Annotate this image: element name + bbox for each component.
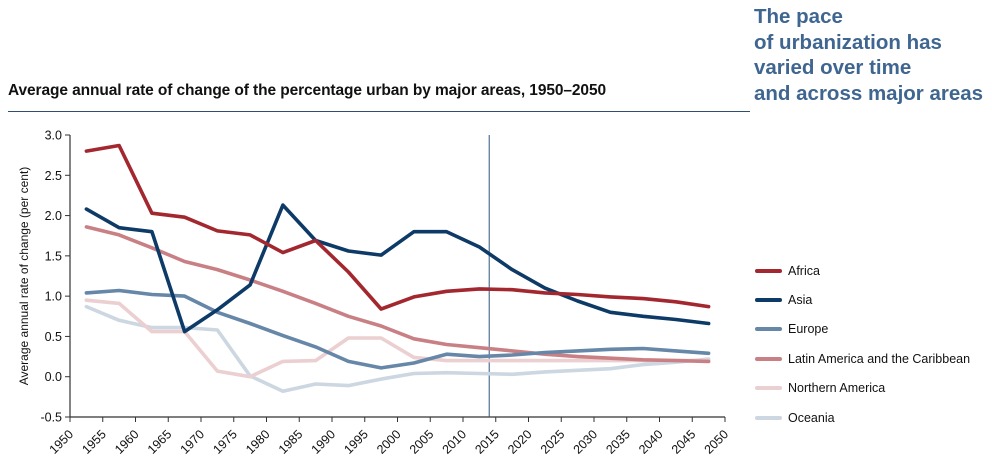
series-line-northern-america <box>84 298 711 379</box>
x-tick-label: 1980 <box>243 427 273 457</box>
legend: Africa Asia Europe Latin America and the Ca… <box>755 256 970 432</box>
y-tick-label: 0.0 <box>45 370 62 384</box>
chart-title: Average annual rate of change of the per… <box>8 82 606 99</box>
legend-swatch <box>755 415 782 420</box>
legend-swatch <box>755 298 782 303</box>
headline: The pace of urbanization has varied over… <box>754 4 992 106</box>
x-tick-label: 1990 <box>309 427 339 457</box>
y-tick-label: 1.0 <box>45 290 62 304</box>
y-tick-label: 0.5 <box>45 330 62 344</box>
legend-swatch <box>755 327 782 332</box>
y-tick-label: 1.5 <box>45 249 62 263</box>
headline-line: The pace <box>754 5 843 28</box>
series-line-europe <box>84 288 711 370</box>
y-tick-label: 2.5 <box>45 169 62 183</box>
legend-label: Africa <box>788 263 820 278</box>
x-tick-label: 1995 <box>341 427 371 457</box>
y-axis-label: Average annual rate of change (per cent) <box>17 167 31 386</box>
y-axis: 3.0 2.5 2.0 1.5 1.0 0.5 0.0 -0.5 <box>40 129 71 425</box>
x-tick-label: 2020 <box>505 427 535 457</box>
series-line-africa <box>84 143 711 311</box>
legend-label: Asia <box>788 293 813 308</box>
x-tick-label: 2025 <box>538 427 568 457</box>
x-tick-label: 1965 <box>145 427 175 457</box>
series-line-latin-america-and-the-caribbean <box>84 225 711 364</box>
legend-swatch <box>755 356 782 361</box>
x-tick-label: 2000 <box>374 427 404 457</box>
series-line-asia <box>84 203 711 334</box>
legend-item: Asia <box>755 285 970 314</box>
legend-label: Oceania <box>788 410 835 425</box>
legend-swatch <box>755 386 782 391</box>
legend-item: Oceania <box>755 403 970 432</box>
legend-item: Northern America <box>755 374 970 403</box>
x-tick-label: 2045 <box>669 427 699 457</box>
legend-item: Africa <box>755 256 970 285</box>
x-tick-label: 1970 <box>178 427 208 457</box>
x-tick-label: 1960 <box>112 427 142 457</box>
y-tick-label: 3.0 <box>45 129 62 143</box>
x-tick-label: 2050 <box>702 427 732 457</box>
y-tick-label: -0.5 <box>40 411 62 425</box>
legend-label: Latin America and the Caribbean <box>788 351 971 366</box>
headline-line: and across major areas <box>754 81 984 105</box>
y-tick-label: 2.0 <box>45 209 62 223</box>
x-axis: 1950 1955 1960 1965 1970 1975 1980 1985 1990 1995… <box>47 416 732 457</box>
title-divider <box>8 111 750 112</box>
series-layer <box>84 143 711 394</box>
legend-label: Europe <box>788 322 829 337</box>
x-tick-label: 2010 <box>440 427 470 457</box>
headline-line: varied over time <box>754 56 912 79</box>
legend-swatch <box>755 268 782 273</box>
x-tick-label: 2005 <box>407 427 437 457</box>
legend-item: Europe <box>755 315 970 344</box>
x-tick-label: 1985 <box>276 427 306 457</box>
headline-line: of urbanization has <box>754 30 942 54</box>
x-tick-label: 2015 <box>472 427 502 457</box>
x-tick-label: 1955 <box>79 427 109 457</box>
legend-label: Northern America <box>788 381 886 396</box>
legend-item: Latin America and the Caribbean <box>755 344 970 373</box>
x-tick-label: 2035 <box>603 427 633 457</box>
x-tick-label: 1950 <box>47 427 77 457</box>
x-tick-label: 2030 <box>571 427 601 457</box>
x-tick-label: 1975 <box>210 427 240 457</box>
x-tick-label: 2040 <box>636 427 666 457</box>
